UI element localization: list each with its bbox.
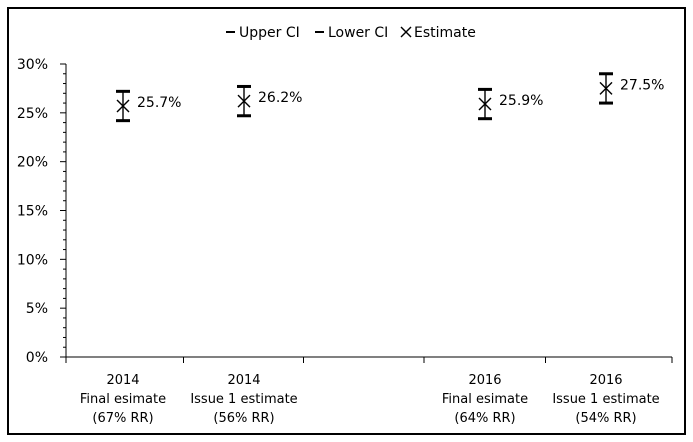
legend-item-lower-ci: Lower CI	[315, 25, 388, 41]
x-category-label: 2014	[106, 373, 139, 388]
x-category-label: (64% RR)	[454, 411, 515, 426]
y-tick-label: 0%	[26, 350, 48, 366]
estimate-point: 25.7%	[116, 89, 181, 123]
x-category-label: Final esimate	[80, 392, 166, 407]
x-category-label: (54% RR)	[575, 411, 636, 426]
legend-item-upper-ci: Upper CI	[226, 25, 300, 41]
y-tick-label: 10%	[17, 252, 48, 268]
legend-item-estimate: Estimate	[400, 25, 476, 41]
x-category-label: (56% RR)	[213, 411, 274, 426]
y-tick-label: 5%	[26, 301, 48, 317]
x-category-label: Issue 1 estimate	[552, 392, 659, 407]
data-label: 25.9%	[499, 93, 543, 109]
x-category-label: Issue 1 estimate	[190, 392, 297, 407]
legend-label: Upper CI	[239, 25, 300, 41]
x-category-label: Final esimate	[442, 392, 528, 407]
plot-marks: 25.7% 26.2% 25.9% 27.5%	[116, 72, 664, 123]
x-category-label: 2014	[227, 373, 260, 388]
y-tick-label: 25%	[17, 106, 48, 122]
x-category-label: (67% RR)	[92, 411, 153, 426]
x-category-label: 2016	[468, 373, 501, 388]
x-axis: 2014 Final esimate (67% RR) 2014 Issue 1 est…	[65, 356, 673, 426]
x-category-label: 2016	[589, 373, 622, 388]
data-label: 26.2%	[258, 90, 302, 106]
chart-border	[7, 7, 686, 435]
data-label: 27.5%	[620, 77, 664, 93]
legend-label: Lower CI	[328, 25, 388, 41]
y-tick-label: 20%	[17, 155, 48, 171]
data-label: 25.7%	[137, 95, 181, 111]
estimate-point: 27.5%	[599, 72, 664, 105]
estimate-point: 25.9%	[478, 87, 543, 121]
y-tick-label: 30%	[17, 57, 48, 73]
legend-label: Estimate	[414, 25, 476, 41]
y-tick-label: 15%	[17, 204, 48, 220]
estimate-point: 26.2%	[237, 84, 302, 118]
y-axis: 0% 5% 10% 15% 20% 25% 30%	[17, 57, 67, 366]
legend: Upper CI Lower CI Estimate	[226, 25, 476, 41]
